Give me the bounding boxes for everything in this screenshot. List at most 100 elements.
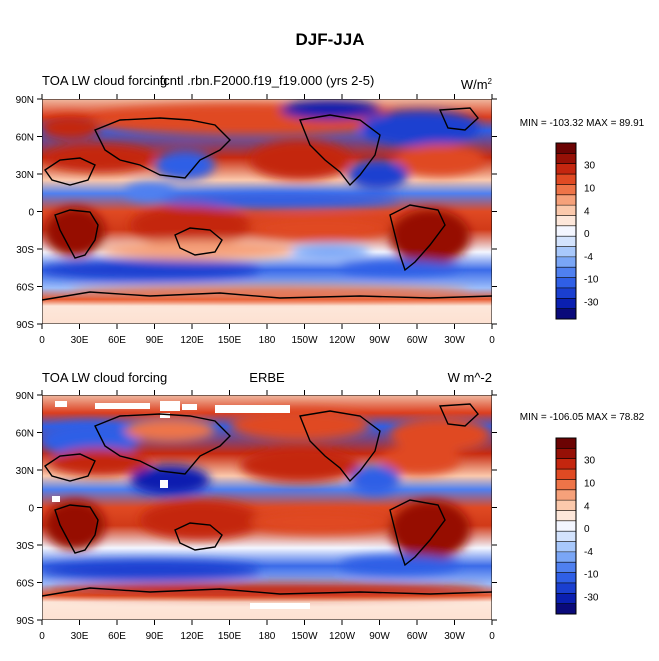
x-tick-label: 180 [259,335,276,346]
y-tick-label: 30N [16,466,34,477]
x-tick-label: 60E [108,631,126,642]
colorbar-label: -10 [584,570,599,581]
coastlines-obs [42,403,492,597]
colorbar-segment [556,267,576,278]
colorbar-segment [556,277,576,289]
colorbar-segment [556,479,576,491]
colorbar-segment [556,163,576,175]
x-tick-label: 30E [71,631,89,642]
figure-title: DJF-JJA [296,30,365,49]
colorbar-segment [556,184,576,196]
x-tick-label: 180 [259,631,276,642]
colorbar-segment [556,298,576,309]
colorbar-segment [556,153,576,165]
colorbar-label: -30 [584,592,599,603]
y-tick-label: 90S [16,320,34,331]
colorbar-segment [556,520,576,532]
x-tick-label: 0 [39,631,45,642]
x-tick-label: 90W [369,631,390,642]
colorbar-segment [556,510,576,522]
x-tick-label: 30W [444,335,465,346]
colorbar-label: 30 [584,456,596,467]
x-tick-label: 60E [108,335,126,346]
colorbar-segment [556,287,576,299]
colorbar-obs: 30 10 4 0 -4 -10 -30 [555,437,599,615]
colorbar-segment [556,531,576,542]
x-tick-label: 120E [180,631,204,642]
panel-units-model: W/m2 [461,77,493,92]
colorbar-segment [556,489,576,501]
axis-ticks-obs: 0 30E 60E 90E 120E 150E 180 150W 120W 90W 60W 30W 09… [16,390,497,642]
panel-title-center-model: fcntl .rbn.F2000.f19_f19.000 (yrs 2-5) [160,73,375,88]
x-tick-label: 120E [180,335,204,346]
stats-obs: MIN = -106.05 MAX = 78.82 [520,412,645,423]
x-tick-label: 60W [407,335,428,346]
colorbar-segment [556,236,576,247]
y-tick-label: 60N [16,429,34,440]
y-tick-label: 60S [16,283,34,294]
colorbar-label: 0 [584,229,590,240]
colorbar-segment [556,572,576,584]
axis-ticks-model: 0 30E 60E 90E 120E 150E 180 150W 120W 90W 60W 30W 09… [16,94,497,346]
x-tick-label: 150W [291,631,318,642]
colorbar-label: -30 [584,297,599,308]
colorbar-segment [556,603,576,615]
colorbar-segment [556,593,576,604]
colorbar-frame [555,437,577,615]
x-tick-label: 90W [369,335,390,346]
colorbar-frame [555,142,577,320]
colorbar-segment [556,174,576,185]
colorbar-segment [556,246,576,258]
y-tick-label: 0 [28,504,34,515]
colorbar-segment [556,143,576,154]
colorbar-segment [556,438,576,449]
colorbar-segment [556,205,576,216]
x-tick-label: 120W [329,631,356,642]
colorbar-label: 10 [584,184,596,195]
panel-title-center-obs: ERBE [249,370,285,385]
y-tick-label: 30S [16,541,34,552]
colorbar-segment [556,225,576,237]
x-tick-label: 150E [218,631,242,642]
colorbar-segment [556,469,576,480]
panel-obs: TOA LW cloud forcing ERBE W m^-2 MIN = -… [16,370,645,642]
x-tick-label: 30W [444,631,465,642]
x-tick-label: 0 [39,335,45,346]
y-tick-label: 60N [16,133,34,144]
heatmap-field-obs [42,395,492,620]
missing-data-obs [52,401,310,609]
panel-title-left-obs: TOA LW cloud forcing [42,370,167,385]
colorbar-model: 30 10 4 0 -4 -10 -30 [555,142,599,320]
colorbar-segment [556,582,576,594]
colorbar-segment [556,256,576,268]
y-tick-label: 90N [16,95,34,106]
colorbar-segment [556,541,576,553]
x-tick-label: 90E [146,631,164,642]
colorbar-label: -10 [584,275,599,286]
colorbar-segment [556,215,576,227]
x-tick-label: 120W [329,335,356,346]
x-tick-label: 0 [489,631,495,642]
colorbar-label: 4 [584,206,590,217]
stats-model: MIN = -103.32 MAX = 89.91 [520,118,645,129]
x-tick-label: 0 [489,335,495,346]
colorbar-label: 0 [584,524,590,535]
x-tick-label: 150E [218,335,242,346]
colorbar-label: 10 [584,479,596,490]
y-tick-label: 0 [28,208,34,219]
y-tick-label: 60S [16,579,34,590]
y-tick-label: 30S [16,245,34,256]
y-tick-label: 90S [16,616,34,627]
coastlines-model [42,107,492,301]
panel-model: TOA LW cloud forcing fcntl .rbn.F2000.f1… [16,73,645,346]
colorbar-label: -4 [584,252,593,263]
y-tick-label: 30N [16,170,34,181]
x-tick-label: 150W [291,335,318,346]
colorbar-segment [556,308,576,320]
x-tick-label: 90E [146,335,164,346]
colorbar-label: -4 [584,547,593,558]
colorbar-segment [556,562,576,573]
colorbar-label: 30 [584,161,596,172]
colorbar-segment [556,551,576,563]
